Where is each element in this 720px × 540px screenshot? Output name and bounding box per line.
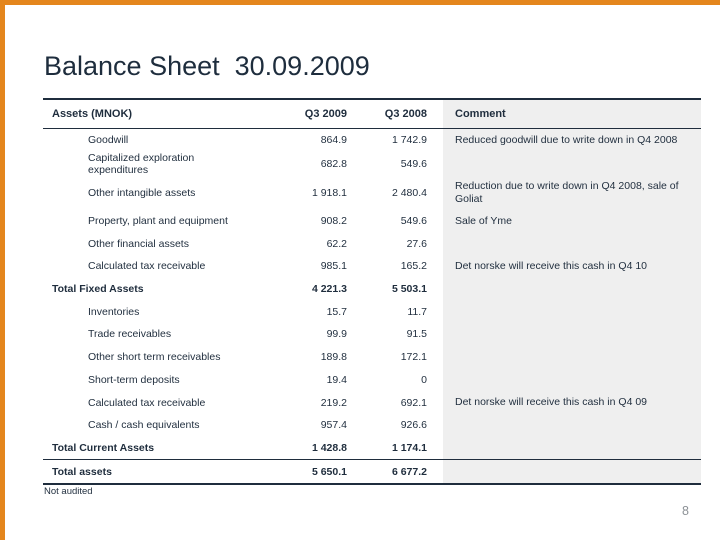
row-comment: Reduction due to write down in Q4 2008, … bbox=[443, 175, 701, 210]
row-q3-2008: 926.6 bbox=[400, 419, 427, 432]
table-row: Calculated tax receivable 219.2 692.1 De… bbox=[43, 391, 701, 414]
row-comment bbox=[443, 368, 701, 392]
row-comment: Det norske will receive this cash in Q4 … bbox=[443, 391, 701, 414]
table-row: Total assets 5 650.1 6 677.2 bbox=[43, 459, 701, 485]
table-row: Capitalized exploration expenditures 682… bbox=[43, 151, 701, 176]
column-header-comment: Comment bbox=[443, 100, 701, 128]
table-row: Inventories 15.7 11.7 bbox=[43, 300, 701, 324]
row-q3-2009: 1 428.8 bbox=[311, 441, 347, 454]
table-body: Goodwill 864.9 1 742.9 Reduced goodwill … bbox=[43, 129, 701, 485]
table-row: Total Fixed Assets 4 221.3 5 503.1 bbox=[43, 277, 701, 301]
row-label: Other intangible assets bbox=[88, 186, 196, 199]
row-comment: Det norske will receive this cash in Q4 … bbox=[443, 255, 701, 278]
table-row: Goodwill 864.9 1 742.9 Reduced goodwill … bbox=[43, 129, 701, 152]
row-q3-2008: 1 742.9 bbox=[391, 134, 427, 147]
row-q3-2008: 91.5 bbox=[406, 328, 427, 341]
row-label: Cash / cash equivalents bbox=[88, 419, 200, 432]
row-label: Calculated tax receivable bbox=[88, 396, 206, 409]
row-q3-2009: 15.7 bbox=[326, 305, 347, 318]
row-label: Calculated tax receivable bbox=[88, 260, 206, 273]
row-comment bbox=[443, 323, 701, 346]
row-label: Short-term deposits bbox=[88, 373, 180, 386]
row-q3-2009: 99.9 bbox=[326, 328, 347, 341]
row-comment bbox=[443, 436, 701, 460]
table-row: Property, plant and equipment 908.2 549.… bbox=[43, 209, 701, 233]
row-label: Inventories bbox=[88, 305, 140, 318]
row-q3-2009: 864.9 bbox=[320, 134, 347, 147]
row-q3-2008: 692.1 bbox=[400, 396, 427, 409]
table-row: Calculated tax receivable 985.1 165.2 De… bbox=[43, 255, 701, 278]
row-q3-2008: 549.6 bbox=[400, 157, 427, 170]
column-header-q3-2009: Q3 2009 bbox=[304, 108, 347, 120]
row-label: Other financial assets bbox=[88, 237, 189, 250]
row-q3-2008: 1 174.1 bbox=[391, 441, 427, 454]
row-comment bbox=[443, 460, 701, 483]
row-label: Total Current Assets bbox=[52, 441, 155, 454]
table-header-row: Assets (MNOK) Q3 2009 Q3 2008 Comment bbox=[43, 98, 701, 129]
row-label: Other short term receivables bbox=[88, 351, 221, 364]
balance-sheet-table: Assets (MNOK) Q3 2009 Q3 2008 Comment Go… bbox=[43, 98, 701, 485]
row-q3-2009: 957.4 bbox=[320, 419, 347, 432]
row-comment: Sale of Yme bbox=[443, 209, 701, 233]
row-q3-2008: 11.7 bbox=[407, 305, 427, 318]
page-number: 8 bbox=[682, 504, 689, 518]
row-label: Total assets bbox=[52, 465, 112, 478]
row-q3-2008: 27.6 bbox=[406, 237, 427, 250]
row-q3-2008: 6 677.2 bbox=[391, 465, 427, 478]
row-q3-2008: 0 bbox=[421, 373, 427, 386]
row-q3-2009: 189.8 bbox=[320, 351, 347, 364]
row-q3-2008: 5 503.1 bbox=[391, 283, 427, 296]
table-row: Other short term receivables 189.8 172.1 bbox=[43, 345, 701, 369]
column-header-q3-2008: Q3 2008 bbox=[384, 108, 427, 120]
table-row: Total Current Assets 1 428.8 1 174.1 bbox=[43, 436, 701, 460]
row-label: Total Fixed Assets bbox=[52, 283, 144, 296]
table-row: Other financial assets 62.2 27.6 bbox=[43, 232, 701, 256]
slide-left-accent-bar bbox=[0, 0, 5, 540]
row-q3-2009: 4 221.3 bbox=[311, 283, 347, 296]
row-q3-2009: 682.8 bbox=[320, 157, 347, 170]
row-comment bbox=[443, 232, 701, 256]
row-comment bbox=[443, 413, 701, 437]
row-q3-2009: 1 918.1 bbox=[311, 186, 347, 199]
row-q3-2009: 5 650.1 bbox=[311, 465, 347, 478]
row-q3-2008: 549.6 bbox=[400, 215, 427, 228]
page-title: Balance Sheet 30.09.2009 bbox=[44, 51, 370, 81]
row-q3-2009: 62.2 bbox=[326, 237, 347, 250]
row-label: Trade receivables bbox=[88, 328, 172, 341]
row-q3-2009: 908.2 bbox=[320, 215, 347, 228]
not-audited-footnote: Not audited bbox=[44, 486, 93, 497]
table-row: Short-term deposits 19.4 0 bbox=[43, 368, 701, 392]
row-comment bbox=[443, 277, 701, 301]
row-q3-2008: 2 480.4 bbox=[391, 186, 427, 199]
table-row: Trade receivables 99.9 91.5 bbox=[43, 323, 701, 346]
row-q3-2008: 165.2 bbox=[400, 260, 427, 273]
row-q3-2009: 19.4 bbox=[326, 373, 347, 386]
table-row: Other intangible assets 1 918.1 2 480.4 … bbox=[43, 175, 701, 210]
row-label: Property, plant and equipment bbox=[88, 215, 228, 228]
row-comment bbox=[443, 345, 701, 369]
row-label: Goodwill bbox=[88, 134, 129, 147]
column-header-assets: Assets (MNOK) bbox=[52, 108, 133, 120]
table-row: Cash / cash equivalents 957.4 926.6 bbox=[43, 413, 701, 437]
row-q3-2009: 985.1 bbox=[320, 260, 347, 273]
row-comment: Reduced goodwill due to write down in Q4… bbox=[443, 129, 701, 152]
row-comment bbox=[443, 300, 701, 324]
row-q3-2008: 172.1 bbox=[400, 351, 427, 364]
slide-top-accent-bar bbox=[0, 0, 720, 5]
row-label: Capitalized exploration expenditures bbox=[88, 151, 195, 176]
row-comment bbox=[443, 151, 701, 176]
row-q3-2009: 219.2 bbox=[320, 396, 347, 409]
